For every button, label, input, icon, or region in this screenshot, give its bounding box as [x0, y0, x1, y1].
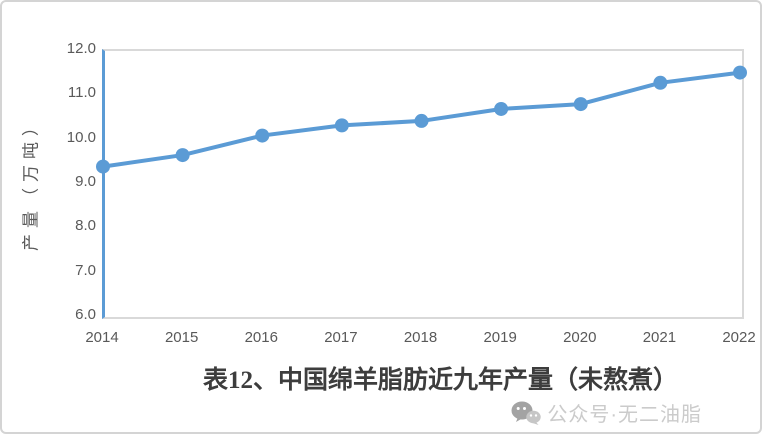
y-tick-label: 8.0 — [75, 217, 96, 235]
y-tick-label: 11.0 — [67, 84, 96, 102]
data-point-marker — [175, 148, 190, 163]
x-tick-label: 2016 — [244, 329, 278, 346]
y-tick-label: 12.0 — [66, 40, 96, 57]
data-point-marker — [653, 75, 668, 90]
plot-area — [96, 49, 747, 319]
data-point-marker — [334, 118, 349, 133]
data-point-marker — [573, 97, 588, 112]
x-tick-label: 2014 — [85, 329, 119, 346]
line-series-svg — [96, 65, 747, 174]
x-tick-label: 2022 — [722, 329, 756, 346]
x-tick-label: 2015 — [164, 329, 199, 346]
x-tick-label: 2021 — [642, 329, 677, 346]
y-tick-label: 10.0 — [66, 128, 96, 146]
data-point-marker — [414, 113, 429, 128]
x-tick-label: 2017 — [324, 329, 358, 346]
y-tick-label: 6.0 — [75, 306, 96, 323]
y-tick-label: 9.0 — [75, 173, 96, 190]
wechat-icon — [511, 401, 542, 425]
data-point-marker — [96, 159, 110, 174]
data-point-marker — [255, 128, 270, 143]
x-tick-label: 2020 — [563, 329, 597, 346]
data-point-marker — [494, 101, 509, 116]
y-tick-label: 7.0 — [75, 261, 96, 279]
x-tick-label: 2019 — [483, 329, 517, 346]
watermark: 公众号·无二油脂 — [511, 398, 702, 427]
watermark-text: 公众号·无二油脂 — [547, 404, 702, 426]
chart-title: 表12、中国绵羊脂肪近九年产量（未熬煮） — [202, 367, 678, 394]
data-point-marker — [733, 65, 747, 80]
x-tick-label: 2018 — [403, 329, 438, 346]
